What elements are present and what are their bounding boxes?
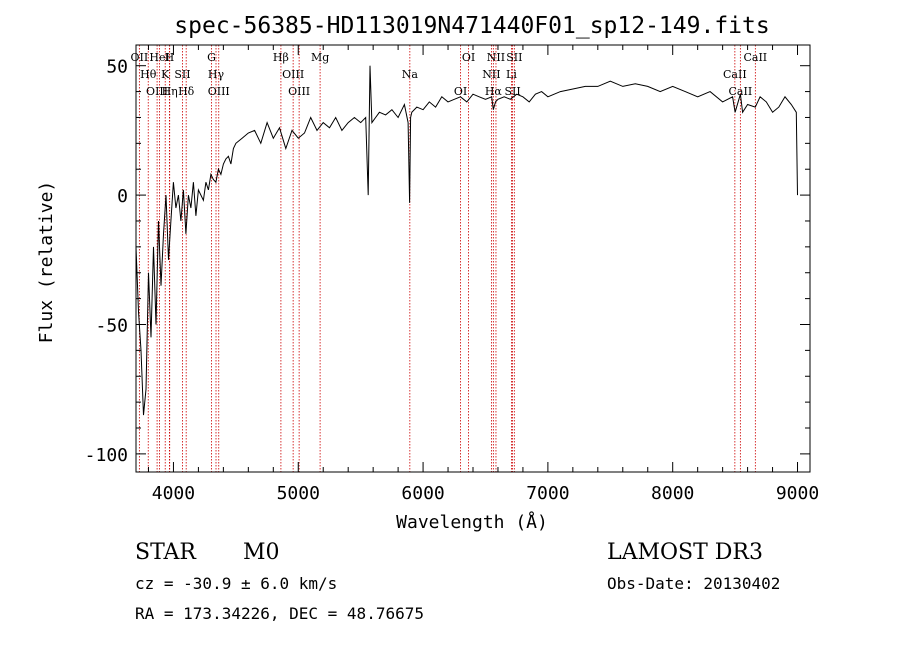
survey-name: LAMOST DR3 [607,540,763,565]
marker-label: CaII [729,85,753,98]
marker-label: H [165,51,175,64]
x-tick-label: 4000 [152,483,195,504]
object-class: STAR [135,540,196,565]
marker-label: Mg [311,51,329,64]
redshift-text: cz = -30.9 ± 6.0 km/s [135,574,338,593]
x-tick-label: 7000 [526,483,569,504]
marker-label: OI [454,85,467,98]
marker-label: OIII [288,85,310,98]
marker-label: Hγ [208,68,225,81]
marker-label: OIII [146,85,168,98]
marker-label: Hη [162,85,178,98]
marker-label: Hθ [140,68,157,81]
marker-label: Li [506,68,517,81]
marker-label: SII [504,85,520,98]
marker-label: HeI [149,51,169,64]
marker-label: G [207,51,216,64]
chart-title: spec-56385-HD113019N471440F01_sp12-149.f… [174,13,769,39]
emission-line-markers [138,45,756,472]
x-tick-label: 5000 [277,483,320,504]
marker-label: NII [482,68,500,81]
marker-label: OII [131,51,149,64]
spectrum-line [135,65,798,416]
x-tick-label: 9000 [776,483,819,504]
y-tick-label: 50 [106,57,128,78]
obs-date: Obs-Date: 20130402 [607,574,781,593]
marker-label: Na [402,68,419,81]
y-axis-label: Flux (relative) [36,181,57,344]
x-tick-label: 6000 [401,483,444,504]
marker-label: Hα [485,85,503,98]
marker-label: OIII [208,85,230,98]
axes-frame [135,44,811,473]
y-tick-label: -50 [95,315,128,336]
marker-label: Hδ [178,85,195,98]
coordinates: RA = 173.34226, DEC = 48.76675 [135,604,424,623]
marker-label: SII [506,51,522,64]
x-tick-label: 8000 [651,483,694,504]
marker-label: SII [174,68,190,81]
marker-label: OIII [282,68,304,81]
y-tick-label: 0 [117,186,128,207]
x-axis-label: Wavelength (Å) [396,511,548,533]
y-tick-label: -100 [85,445,128,466]
marker-label: K [161,68,170,81]
object-subclass: M0 [243,540,280,565]
emission-line-labels: OII Hθ OIII HeI K Hη H SII Hδ G Hγ OIII Hβ OIII OIII Mg… [131,51,768,98]
x-axis-ticks: 4000 5000 6000 7000 8000 9000 [147,45,819,504]
marker-label: Hβ [273,51,289,64]
y-axis-ticks: 50 0 -50 -100 [85,57,810,466]
marker-label: NII [487,51,505,64]
marker-label: OI [462,51,475,64]
marker-label: CaII [743,51,767,64]
marker-label: CaII [723,68,747,81]
